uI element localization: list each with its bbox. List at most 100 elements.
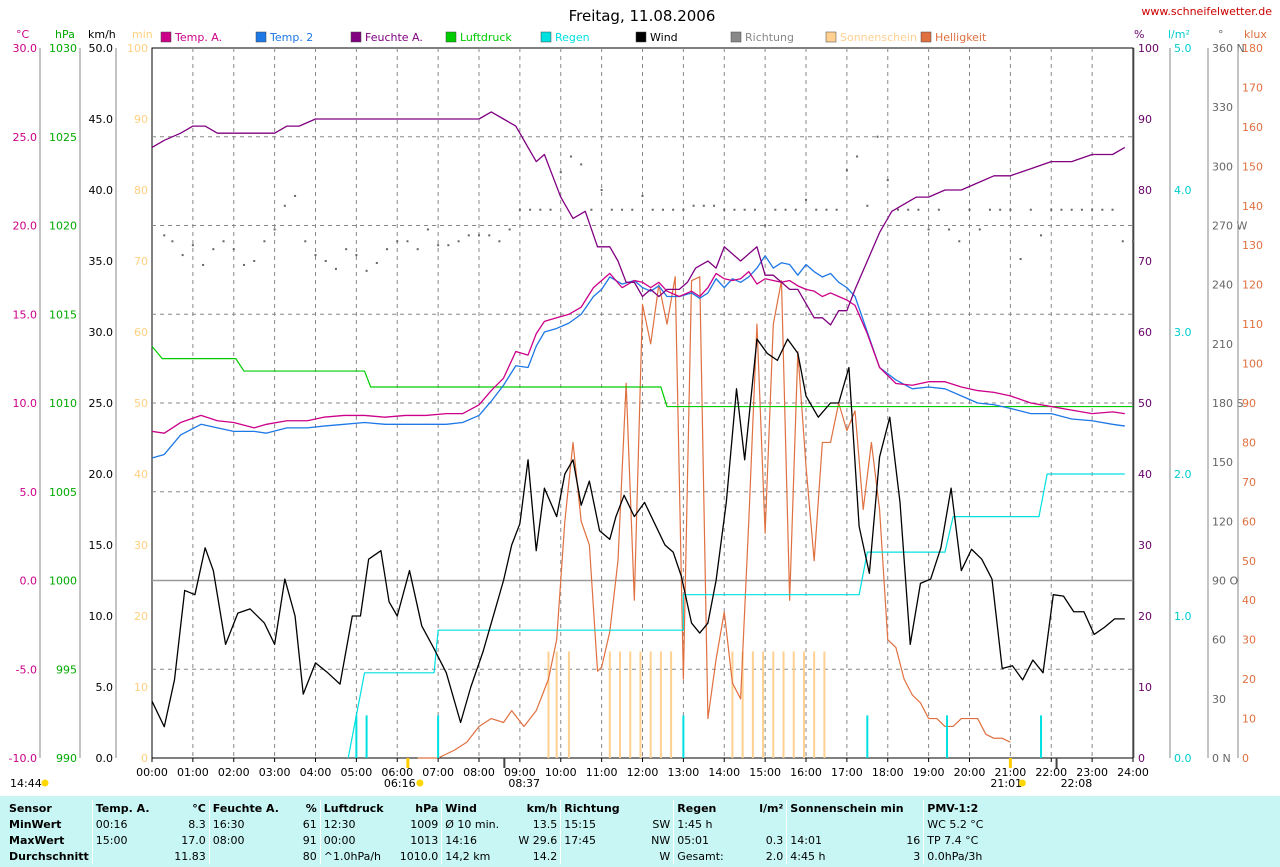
direction-unit-label: ° [1218,28,1224,41]
direction-point [651,208,654,211]
direction-point [426,228,429,231]
direction-point [386,248,389,251]
direction-point [917,208,920,211]
direction-point [723,208,726,211]
pressure-axis-tick: 1030 [49,42,77,55]
temp-unit-label: °C [16,28,30,41]
brightness-axis-tick: 80 [1242,436,1256,449]
stats-cell: W 29.6 [518,833,558,847]
legend-swatch [540,31,552,43]
chart-title: Freitag, 11.08.2006 [569,7,716,25]
x-tick-label: 20:00 [954,766,986,779]
legend-swatch [255,31,267,43]
sunrise-label: 06:16 [384,777,416,790]
direction-point [1050,208,1053,211]
direction-point [508,228,511,231]
axes: 30.025.020.015.010.05.00.0-5.0-10.010301… [9,42,1263,765]
stats-cell: SW [652,817,671,831]
direction-point [416,248,419,251]
direction-point [631,208,634,211]
direction-point [937,208,940,211]
direction-axis-tick: 210 [1212,338,1233,351]
direction-axis-tick: 0 N [1212,752,1231,765]
brightness-line [417,276,1011,759]
direction-point [253,260,256,262]
brightness-axis-tick: 20 [1242,673,1256,686]
direction-point [171,240,174,243]
direction-point [835,208,838,211]
stats-cell: 12:30 [319,816,397,832]
direction-point [457,240,460,243]
brightness-axis-tick: 0 [1242,752,1249,765]
stats-cell: WC 5.2 °C [923,816,1021,832]
sunset-label: 21:01 [990,777,1022,790]
direction-point [529,208,532,211]
legend-label: Temp. A. [174,31,222,44]
brightness-axis-tick: 90 [1242,397,1256,410]
x-axis-ticks: 00:00 01:00 02:00 03:00 04:00 05:00 06:00 07:00… [136,758,1149,779]
direction-point [324,260,327,262]
brightness-axis-tick: 170 [1242,81,1263,94]
direction-point [355,254,358,257]
rain-unit-label: l/m² [1168,28,1190,41]
brightness-axis-tick: 60 [1242,515,1256,528]
brightness-unit-label: klux [1244,28,1267,41]
stats-header-hum-unit: % [305,801,317,815]
sunshine-axis-tick: 80 [134,184,148,197]
x-tick-label: 24:00 [1117,766,1149,779]
temp-axis-tick: 25.0 [13,131,38,144]
wind-unit-label: km/h [88,28,116,41]
legend-label: Helligkeit [935,31,987,44]
direction-point [682,208,685,211]
stats-cell [91,848,159,864]
direction-point [569,155,572,158]
direction-point [375,261,378,264]
x-tick-label: 04:00 [300,766,332,779]
direction-point [794,208,797,211]
stats-header-temp: Temp. A. [91,800,159,816]
direction-point [896,208,899,211]
stats-cell: 8.3 [188,817,206,831]
stats-header-press: Luftdruck [319,800,397,816]
x-tick-label: 07:00 [422,766,454,779]
event-label-2: 22:08 [1061,777,1093,790]
stats-header-wind: Wind [441,800,511,816]
direction-point [590,208,593,211]
rain-total-line [347,473,1125,759]
stats-header-press-unit: hPa [415,801,439,815]
direction-point [498,240,501,243]
legend-label: Temp. 2 [269,31,313,44]
legend-label: Regen [555,31,590,44]
rain-axis-tick: 4.0 [1174,184,1192,197]
rain-axis-tick: 3.0 [1174,326,1192,339]
x-tick-label: 16:00 [790,766,822,779]
stats-cell: 16:30 [208,816,286,832]
axis-unit-labels: °C hPa km/h min% l/m² ° klux [16,28,1267,41]
brightness-axis-tick: 100 [1242,358,1263,371]
direction-point [1091,208,1094,211]
direction-point [1080,208,1083,211]
direction-point [447,244,450,247]
direction-point [539,208,542,211]
direction-point [202,263,205,266]
stats-cell: 15:00 [91,832,159,848]
day-length-icon [41,779,49,787]
x-tick-label: 14:00 [708,766,740,779]
stats-row-min: MinWert 00:16 8.3 16:30 61 12:30 1009 Ø … [6,816,1021,832]
direction-axis-tick: 360 N [1212,42,1245,55]
direction-point [1029,208,1032,211]
direction-point [661,208,664,211]
direction-point [488,234,491,237]
direction-point [907,208,910,211]
legend-label: Wind [650,31,678,44]
stats-cell: 80 [302,849,317,863]
sunrise-icon [416,779,424,787]
wind-line [151,338,1125,728]
direction-point [672,208,675,211]
temp-axis-tick: 0.0 [20,575,38,588]
wind-axis-tick: 45.0 [89,113,114,126]
sunshine-axis-tick: 100 [127,42,148,55]
pressure-axis-tick: 1025 [49,131,77,144]
direction-point [1019,258,1022,261]
legend-swatch [350,31,362,43]
